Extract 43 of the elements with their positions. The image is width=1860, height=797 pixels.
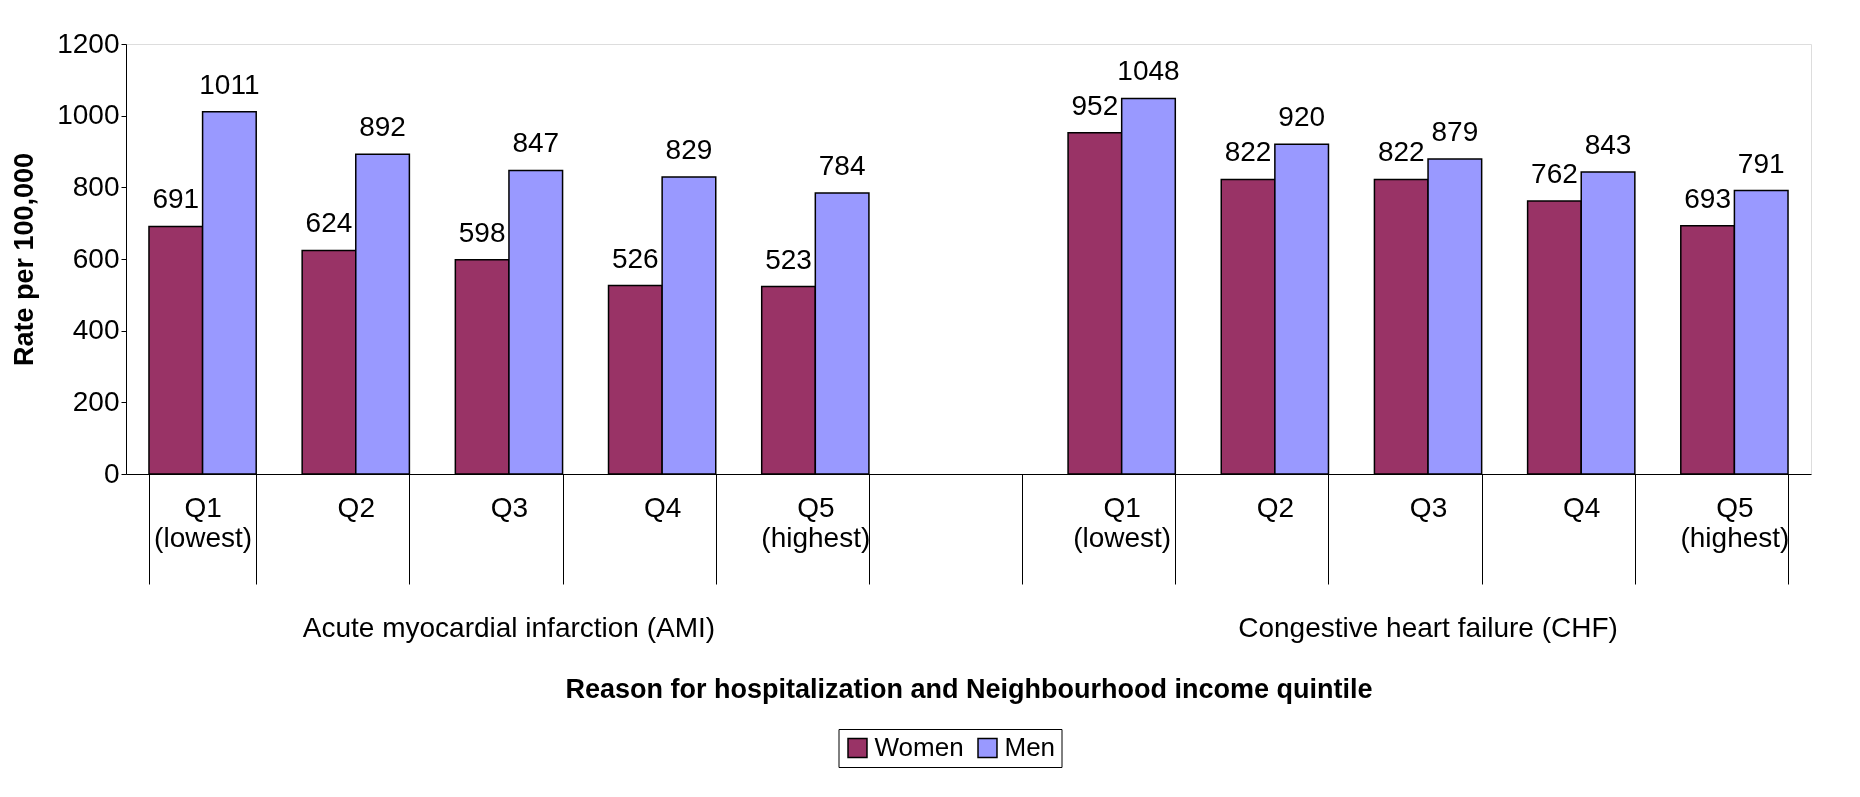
legend-label: Men bbox=[1004, 732, 1056, 762]
data-label: 784 bbox=[818, 150, 866, 182]
data-label: 598 bbox=[458, 216, 506, 248]
data-label: 920 bbox=[1278, 101, 1326, 133]
data-label: 829 bbox=[665, 133, 713, 165]
data-label: 624 bbox=[305, 207, 353, 239]
data-label: 822 bbox=[1224, 136, 1272, 168]
legend-label: Women bbox=[874, 732, 964, 762]
y-tick-label: 1000 bbox=[57, 99, 120, 131]
y-tick-label: 400 bbox=[72, 314, 120, 346]
x-tick-label: Q3 bbox=[1409, 491, 1448, 523]
x-tick-label: Q4 bbox=[643, 491, 682, 523]
x-tick-label: Q4 bbox=[1563, 491, 1601, 523]
y-tick-label: 800 bbox=[72, 170, 120, 202]
x-tick-label: Q2 bbox=[337, 491, 375, 523]
text: Congestive heart failure (CHF) bbox=[1238, 612, 1618, 643]
x-tick-label: Q1 (lowest) bbox=[154, 491, 253, 553]
data-label: 791 bbox=[1737, 147, 1785, 179]
x-tick-label: Q5 (highest) bbox=[761, 491, 871, 553]
y-tick-label: 0 bbox=[103, 457, 120, 489]
data-label: 762 bbox=[1531, 157, 1578, 189]
data-label: 526 bbox=[611, 242, 659, 274]
y-tick-label: 1200 bbox=[57, 27, 120, 59]
data-label: 1048 bbox=[1117, 55, 1180, 87]
x-tick-label: Q3 bbox=[490, 491, 529, 523]
data-label: 691 bbox=[152, 183, 200, 215]
text: Acute myocardial infarction (AMI) bbox=[302, 612, 716, 643]
data-label: 879 bbox=[1431, 116, 1479, 148]
data-label: 952 bbox=[1071, 89, 1119, 121]
data-label: 892 bbox=[359, 111, 406, 143]
data-label: 847 bbox=[512, 127, 560, 159]
x-tick-label: Q5 (highest) bbox=[1680, 491, 1790, 553]
x-axis-title: Reason for hospitalization and Neighbourhood income quintile bbox=[565, 674, 1373, 704]
y-tick-label: 600 bbox=[72, 242, 120, 274]
y-tick-label: 200 bbox=[72, 385, 120, 417]
data-label: 843 bbox=[1584, 128, 1632, 160]
data-label: 523 bbox=[765, 243, 812, 275]
y-axis-title: Rate per 100,000 bbox=[9, 152, 40, 367]
data-label: 693 bbox=[1684, 182, 1731, 214]
x-tick-label: Q2 bbox=[1256, 491, 1295, 523]
data-label: 822 bbox=[1377, 136, 1425, 168]
data-label: 1011 bbox=[199, 68, 260, 100]
x-tick-label: Q1 (lowest) bbox=[1073, 491, 1172, 553]
